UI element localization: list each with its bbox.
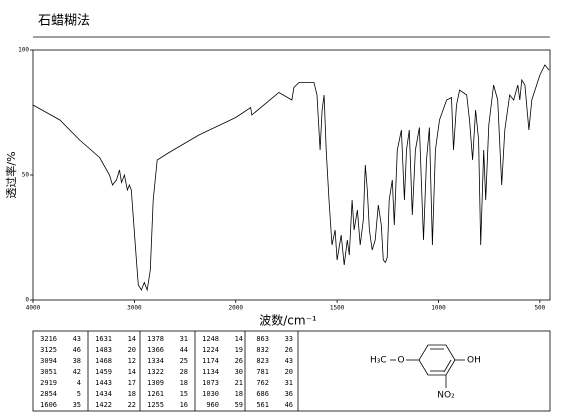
x-tick-label: 4000 [26,305,41,312]
double-bond [443,359,452,373]
peak-transmittance: 14 [235,335,243,343]
peak-wavenumber: 561 [256,401,269,409]
structure-label: OH [467,356,481,366]
peak-transmittance: 14 [128,368,136,376]
peak-transmittance: 46 [285,401,293,409]
peak-transmittance: 30 [235,368,243,376]
peak-wavenumber: 1073 [202,379,219,387]
peak-transmittance: 59 [235,401,243,409]
peak-transmittance: 20 [285,368,293,376]
x-tick-label: 2000 [229,305,244,312]
peak-wavenumber: 1334 [147,357,164,365]
peak-wavenumber: 3216 [40,335,57,343]
peak-wavenumber: 2919 [40,379,57,387]
x-tick-label: 500 [534,305,545,312]
peak-transmittance: 17 [128,379,136,387]
peak-transmittance: 5 [77,390,81,398]
peak-transmittance: 22 [128,401,136,409]
peak-wavenumber: 863 [256,335,269,343]
benzene-ring [418,344,456,376]
structure [390,344,465,388]
x-tick-label: 1000 [431,305,446,312]
spectrum-line [32,64,550,292]
peak-wavenumber: 1261 [147,390,164,398]
peak-wavenumber: 1434 [95,390,112,398]
y-tick-label: 0 [25,297,29,304]
peak-wavenumber: 1422 [95,401,112,409]
peak-wavenumber: 1309 [147,379,164,387]
peak-transmittance: 42 [73,368,81,376]
table-frame [32,330,551,412]
peak-transmittance: 36 [285,390,293,398]
peak-transmittance: 25 [180,357,188,365]
peak-transmittance: 35 [73,401,81,409]
peak-wavenumber: 686 [256,390,269,398]
peak-wavenumber: 1322 [147,368,164,376]
peak-wavenumber: 2854 [40,390,57,398]
peak-transmittance: 16 [180,401,188,409]
peak-wavenumber: 1248 [202,335,219,343]
peak-transmittance: 43 [73,335,81,343]
peak-wavenumber: 3051 [40,368,57,376]
peak-wavenumber: 1255 [147,401,164,409]
peak-transmittance: 21 [235,379,243,387]
structure-label: H₃C [370,356,387,366]
x-axis-label: 波数/cm⁻¹ [259,313,317,328]
peak-wavenumber: 823 [256,357,269,365]
peak-wavenumber: 960 [206,401,219,409]
x-tick-label: 3000 [127,305,142,312]
peak-wavenumber: 3094 [40,357,57,365]
peak-transmittance: 33 [285,335,293,343]
y-tick-label: 50 [22,172,30,179]
x-tick-label: 1500 [330,305,345,312]
peak-wavenumber: 1378 [147,335,164,343]
peak-transmittance: 38 [73,357,81,365]
peak-wavenumber: 1459 [95,368,112,376]
peak-transmittance: 28 [180,368,188,376]
peak-transmittance: 18 [235,390,243,398]
peak-transmittance: 44 [180,346,188,354]
chart-title: 石蜡糊法 [38,13,90,29]
peak-wavenumber: 1174 [202,357,219,365]
y-tick-label: 100 [18,47,29,54]
peak-wavenumber: 781 [256,368,269,376]
peak-wavenumber: 1606 [40,401,57,409]
peak-transmittance: 19 [235,346,243,354]
peak-wavenumber: 1134 [202,368,219,376]
peak-transmittance: 26 [285,346,293,354]
peak-wavenumber: 1224 [202,346,219,354]
peak-wavenumber: 3125 [40,346,57,354]
peak-transmittance: 4 [77,379,81,387]
peak-transmittance: 18 [180,379,188,387]
peak-transmittance: 31 [180,335,188,343]
peak-wavenumber: 1443 [95,379,112,387]
peak-transmittance: 18 [128,390,136,398]
peak-wavenumber: 762 [256,379,269,387]
peak-wavenumber: 1030 [202,390,219,398]
peak-wavenumber: 832 [256,346,269,354]
structure-label: O [397,356,404,366]
peak-transmittance: 46 [73,346,81,354]
peak-wavenumber: 1483 [95,346,112,354]
peak-wavenumber: 1468 [95,357,112,365]
plot-frame [32,49,551,301]
peak-transmittance: 14 [128,335,136,343]
peak-wavenumber: 1366 [147,346,164,354]
structure-label: NO₂ [437,391,455,401]
peak-transmittance: 43 [285,357,293,365]
peak-transmittance: 15 [180,390,188,398]
peak-wavenumber: 1631 [95,335,112,343]
y-axis-label: 透过率/% [4,151,18,198]
peak-transmittance: 26 [235,357,243,365]
peak-transmittance: 31 [285,379,293,387]
peak-transmittance: 12 [128,357,136,365]
peak-transmittance: 20 [128,346,136,354]
